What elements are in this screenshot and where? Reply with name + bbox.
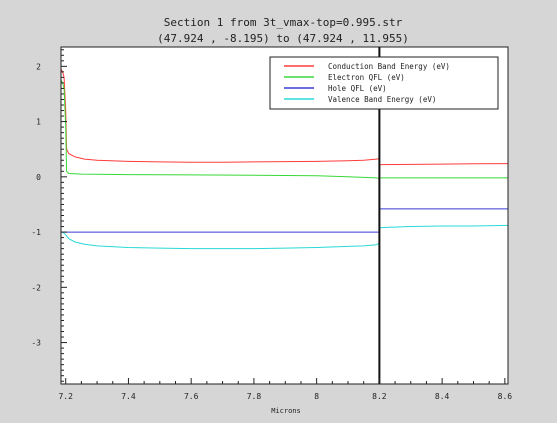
x-tick-label: 7.8	[247, 392, 262, 401]
x-tick-label: 8	[314, 392, 319, 401]
legend-label-2: Electron QFL (eV)	[328, 73, 405, 82]
legend: Conduction Band Energy (eV) Electron QFL …	[269, 56, 499, 110]
x-tick-label: 8.6	[498, 392, 513, 401]
y-tick-label: 0	[36, 173, 41, 182]
y-tick-label: 2	[36, 62, 41, 71]
x-tick-label: 8.4	[435, 392, 450, 401]
y-tick-label: -3	[31, 339, 41, 348]
y-tick-label: -1	[31, 228, 41, 237]
x-axis-label: Microns	[271, 407, 301, 415]
series-line-2	[60, 79, 508, 180]
x-tick-label: 7.4	[121, 392, 136, 401]
chart-title-line1: Section 1 from 3t_vmax-top=0.995.str	[164, 16, 403, 29]
series-line-4	[61, 224, 509, 250]
legend-label-4: Valence Band Energy (eV)	[328, 95, 436, 104]
y-tick-label: 1	[36, 118, 41, 127]
x-tick-label: 7.2	[58, 392, 73, 401]
x-tick-label: 7.6	[184, 392, 199, 401]
series-line-3	[61, 208, 508, 233]
y-tick-label: -2	[31, 283, 41, 292]
legend-label-1: Conduction Band Energy (eV)	[328, 62, 450, 71]
chart-title-line2: (47.924 , -8.195) to (47.924 , 11.955)	[157, 32, 409, 45]
legend-label-3: Hole QFL (eV)	[328, 84, 387, 93]
x-tick-label: 8.2	[372, 392, 387, 401]
